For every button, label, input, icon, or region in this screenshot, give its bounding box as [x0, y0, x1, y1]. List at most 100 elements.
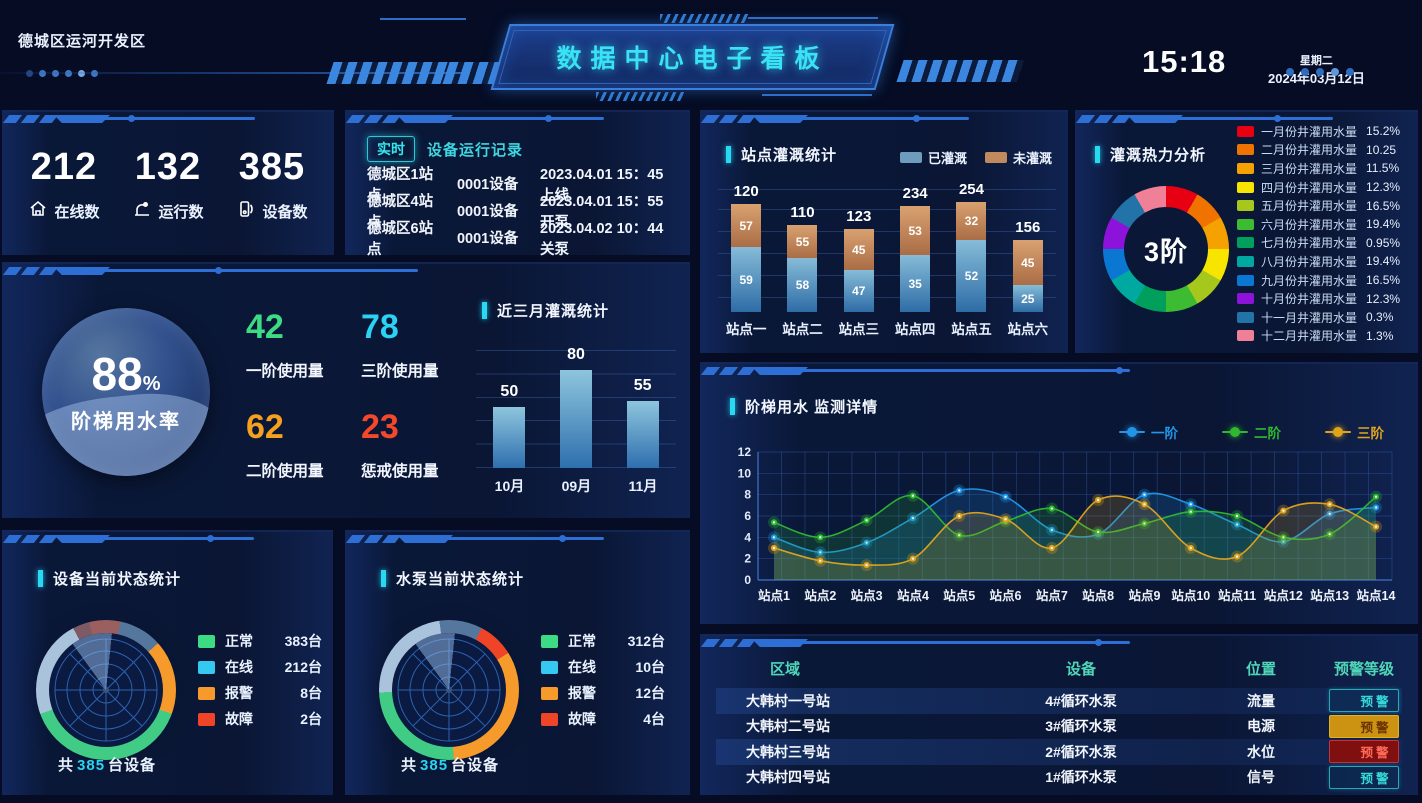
mini-bar-09月: 80: [559, 346, 592, 468]
line-legend-三阶[interactable]: 三阶: [1325, 422, 1384, 442]
line-legend-一阶[interactable]: 一阶: [1119, 422, 1178, 442]
svg-text:站点1: 站点1: [758, 588, 790, 603]
heat-legend-item[interactable]: 十二月井灌用水量 1.3%: [1237, 327, 1412, 346]
status-legend-在线[interactable]: 在线 212台: [198, 654, 322, 680]
header-stripes-right: [896, 60, 1024, 82]
status-legend-故障[interactable]: 故障 2台: [198, 706, 322, 732]
record-row: 德城区1站点 0001设备 2023.04.01 15：45 上线: [367, 166, 664, 204]
heat-legend-item[interactable]: 一月份井灌用水量 15.2%: [1237, 122, 1412, 141]
alarm-row: 大韩村四号站 1#循环水泵 信号 预警: [716, 765, 1402, 791]
heat-legend-item[interactable]: 二月份井灌用水量 10.25: [1237, 141, 1412, 160]
svg-text:站点11: 站点11: [1218, 588, 1256, 603]
stack-bar-站点一: 120 57 59: [731, 183, 762, 312]
records-list: 德城区1站点 0001设备 2023.04.01 15：45 上线 德城区4站点 000…: [367, 166, 676, 258]
heat-legend-item[interactable]: 八月份井灌用水量 19.4%: [1237, 252, 1412, 271]
status-legend-故障[interactable]: 故障 4台: [541, 706, 665, 732]
stacked-bar-chart: 120 57 59 110 55 58 123 45 47 234 53 35 254 32 52 156 45…: [718, 181, 1056, 312]
device-icon: [236, 199, 256, 223]
svg-text:8: 8: [744, 488, 751, 502]
col-position: 位置: [1245, 661, 1276, 678]
region-title: 德城区运河开发区: [18, 33, 147, 50]
x-label: 站点四: [894, 322, 936, 337]
alarm-level-badge[interactable]: 预警: [1329, 765, 1399, 789]
stat-value: 132: [134, 146, 202, 188]
x-label: 站点五: [951, 322, 992, 337]
svg-text:站点12: 站点12: [1264, 588, 1303, 603]
gauge-value: 88: [91, 347, 143, 400]
stat-在线数: 212 在线数: [28, 146, 100, 223]
pump-status-legend: 正常 312台 在线 10台 报警 12台 故障 4台: [541, 628, 665, 732]
legend-item-已灌溉[interactable]: 已灌溉: [899, 148, 967, 167]
x-label: 站点六: [1007, 322, 1049, 337]
heat-legend-item[interactable]: 九月份井灌用水量 16.5%: [1237, 271, 1412, 290]
heat-legend-item[interactable]: 十一月井灌用水量 0.3%: [1237, 308, 1412, 327]
alarm-row: 大韩村二号站 3#循环水泵 电源 预警: [716, 714, 1402, 740]
heat-legend-item[interactable]: 十月份井灌用水量 12.3%: [1237, 289, 1412, 308]
header-stripes-left-outer: [326, 62, 454, 84]
bar-total: 156: [1015, 219, 1041, 236]
title-tick: [38, 570, 43, 587]
stack-bar-站点四: 234 53 35: [900, 185, 931, 312]
radar-sweep: [49, 633, 163, 747]
hash-marks-top: [660, 14, 748, 23]
status-legend-在线[interactable]: 在线 10台: [541, 654, 665, 680]
cell-device: 3#循环水泵: [1045, 718, 1117, 735]
panel-online-stats: 212 在线数 132 运行数 385 设备数: [2, 110, 334, 255]
panel-deco: [2, 115, 334, 124]
col-region: 区域: [770, 661, 801, 678]
alarm-level-badge[interactable]: 预警: [1329, 714, 1399, 738]
x-label: 11月: [628, 478, 658, 494]
mini-bar-10月: 50: [493, 383, 526, 468]
legend-item-未灌溉[interactable]: 未灌溉: [984, 148, 1052, 167]
heat-legend-item[interactable]: 五月份井灌用水量 16.5%: [1237, 196, 1412, 215]
usage-metrics: 42 一阶使用量 78 三阶使用量 62 二阶使用量 23 惩戒使用量: [234, 300, 464, 500]
status-legend-正常[interactable]: 正常 383台: [198, 628, 322, 654]
recent-bar-x-labels: 10月 09月 11月: [476, 476, 676, 496]
cell-position: 水位: [1247, 743, 1275, 760]
bar-total: 234: [902, 185, 928, 202]
line-chart-legend: 一阶 二阶 三阶: [1093, 422, 1384, 442]
alarm-level-badge[interactable]: 预警: [1329, 740, 1399, 764]
svg-text:站点8: 站点8: [1082, 588, 1114, 603]
heat-donut-chart: 3阶: [1103, 186, 1229, 312]
status-legend-报警[interactable]: 报警 12台: [541, 680, 665, 706]
svg-text:10: 10: [738, 466, 752, 480]
segment-watered: 35: [900, 255, 931, 312]
segment-unwatered: 45: [1012, 240, 1043, 285]
cell-device: 2#循环水泵: [1045, 743, 1117, 760]
alarm-level-badge[interactable]: 预警: [1329, 689, 1399, 713]
heat-legend-item[interactable]: 七月份井灌用水量 0.95%: [1237, 234, 1412, 253]
heat-legend-item[interactable]: 四月份井灌用水量 12.3%: [1237, 178, 1412, 197]
cell-region: 大韩村二号站: [746, 718, 830, 735]
clock-time: 15:18: [1142, 44, 1227, 79]
heat-legend: 一月份井灌用水量 15.2% 二月份井灌用水量 10.25 三月份井灌用水量 11.5% 四…: [1237, 122, 1412, 345]
heat-legend-item[interactable]: 六月份井灌用水量 19.4%: [1237, 215, 1412, 234]
segment-unwatered: 45: [843, 229, 874, 270]
heat-center-label: 3阶: [1143, 236, 1189, 267]
alarm-table-rows: 大韩村一号站 4#循环水泵 流量 预警 大韩村二号站 3#循环水泵 电源 预警 大韩村三号站 2#…: [716, 688, 1402, 790]
title-tick: [726, 146, 731, 163]
segment-unwatered: 55: [787, 225, 818, 258]
svg-text:站点13: 站点13: [1310, 588, 1349, 603]
segment-unwatered: 57: [731, 204, 762, 247]
bar-total: 120: [733, 183, 759, 200]
stat-value: 385: [238, 146, 306, 188]
status-legend-报警[interactable]: 报警 8台: [198, 680, 322, 706]
segment-unwatered: 32: [956, 202, 987, 240]
status-legend-正常[interactable]: 正常 312台: [541, 628, 665, 654]
bar-total: 123: [846, 208, 872, 225]
stat-label: 运行数: [158, 203, 204, 221]
hash-marks-bottom: [596, 92, 684, 101]
site-irrigation-title: 站点灌溉统计: [741, 147, 838, 164]
heat-legend-item[interactable]: 三月份井灌用水量 11.5%: [1237, 159, 1412, 178]
alarm-table-header: 区域 设备 位置 预警等级: [716, 658, 1402, 679]
title-tick: [730, 398, 735, 415]
panel-device-records: 实时 设备运行记录 德城区1站点 0001设备 2023.04.01 15：45 上…: [345, 110, 690, 258]
panel-pump-status: 水泵当前状态统计 正常 312台 在线 10台 报警 12台 故障 4台 共 385 台设备: [345, 530, 690, 795]
stat-运行数: 132 运行数: [132, 146, 204, 223]
svg-text:站点2: 站点2: [804, 588, 836, 603]
line-legend-二阶[interactable]: 二阶: [1222, 422, 1281, 442]
svg-text:站点6: 站点6: [990, 588, 1022, 603]
panel-monitor-detail: 阶梯用水 监测详情 一阶 二阶 三阶 12 10 8 6 4 2 0 站点1 站点2 站点3 站点4 站点…: [700, 362, 1418, 624]
metric-惩戒使用量: 23 惩戒使用量: [361, 408, 439, 480]
